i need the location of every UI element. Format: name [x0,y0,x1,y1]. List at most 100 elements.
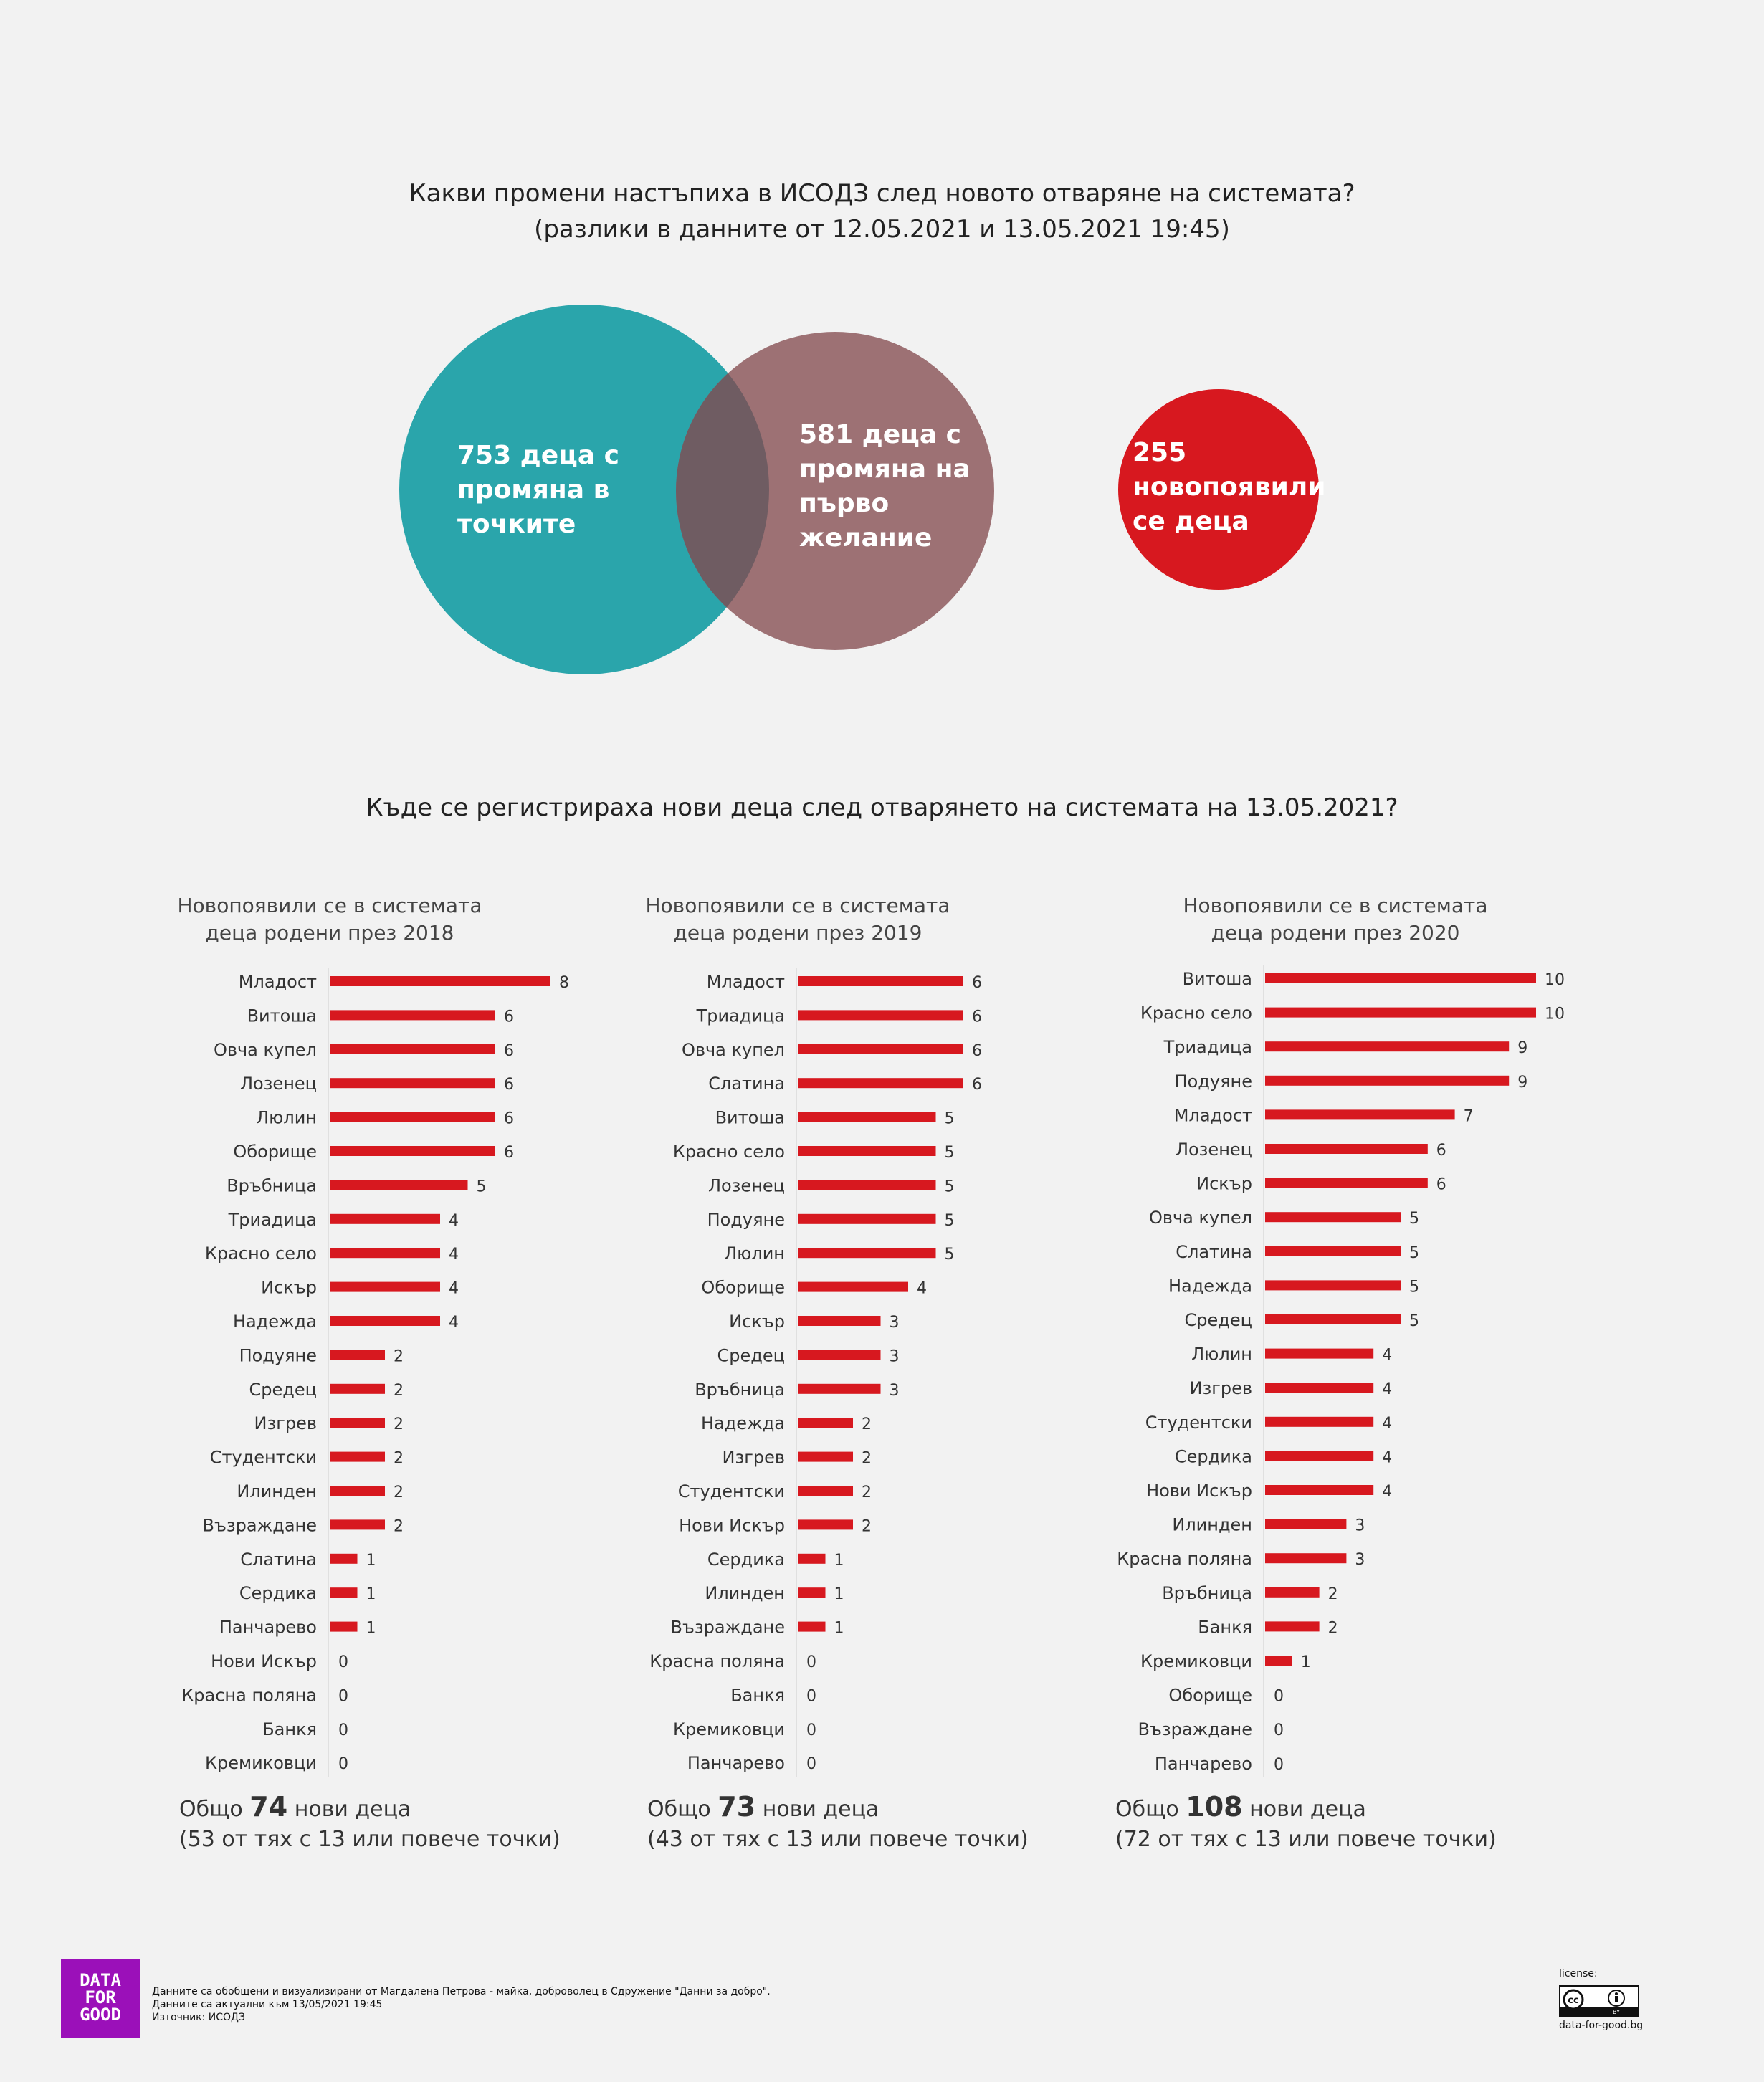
value-label: 1 [366,1620,376,1638]
value-label: 4 [449,1314,459,1332]
page-title: Какви промени настъпиха в ИСОДЗ след нов… [409,179,1355,208]
bar [798,1146,936,1156]
bar [798,1044,963,1054]
bar [1265,973,1536,983]
category-label: Лозенец [708,1175,785,1195]
venn-circle-points-label: 753 деца с промяна в точките [457,441,620,539]
chart-title-line2: деца родени през 2019 [673,921,922,945]
bar [330,1316,440,1326]
bar [1265,1383,1374,1393]
value-label: 6 [972,974,982,992]
value-label: 1 [366,1585,376,1603]
category-label: Илинден [1172,1515,1252,1535]
value-label: 6 [972,1076,982,1094]
category-label: Илинден [237,1481,317,1501]
value-label: 2 [862,1450,872,1468]
value-label: 10 [1545,1006,1565,1023]
category-label: Нови Искър [211,1651,317,1671]
bar [1265,1416,1374,1427]
bar [1265,1280,1401,1291]
value-label: 2 [1328,1585,1338,1603]
footer-credits: Данните са обобщени и визуализирани от М… [152,1986,771,2023]
svg-text:cc: cc [1568,1995,1578,2006]
category-label: Триадица [228,1210,317,1230]
bar [798,1350,881,1360]
value-label: 5 [945,1246,955,1264]
svg-text:BY: BY [1613,2009,1620,2015]
bar [1265,1178,1428,1188]
value-label: 2 [394,1347,404,1365]
bar [1265,1007,1536,1018]
bar [330,1621,358,1632]
category-label: Витоша [715,1108,785,1128]
bar [798,1486,853,1496]
bar [1265,1109,1455,1120]
value-label: 5 [945,1144,955,1162]
category-label: Сердика [1175,1446,1252,1466]
bar [798,1010,963,1021]
category-label: Триадица [1163,1037,1252,1057]
bar [798,1248,936,1259]
cc-icon [1563,1989,1584,2010]
category-label: Нови Искър [1146,1481,1252,1501]
bar [1265,1041,1510,1052]
value-label: 4 [1382,1347,1392,1365]
bar [1265,1314,1401,1324]
category-label: Надежда [701,1413,785,1433]
value-label: 4 [1382,1380,1392,1398]
category-label: Банкя [262,1719,317,1739]
category-label: Надежда [233,1312,317,1332]
value-label: 6 [504,1076,514,1094]
category-label: Подуяне [1175,1071,1252,1092]
bar [330,1418,385,1428]
bar [798,1112,936,1122]
value-label: 9 [1517,1039,1527,1057]
category-label: Младост [1174,1105,1252,1125]
value-label: 0 [338,1722,348,1739]
new-children-circle [1118,389,1319,590]
category-label: Искър [261,1278,317,1298]
bar [330,1010,495,1021]
value-label: 7 [1464,1107,1474,1125]
category-label: Овча купел [682,1040,785,1060]
cc-by-badge: cc BY [1559,1985,1639,2017]
bar [798,1281,908,1292]
category-label: Лозенец [240,1074,317,1094]
bar [1265,1212,1401,1223]
category-label: Панчарево [687,1753,785,1773]
category-label: Банкя [730,1685,785,1705]
bar [330,1486,385,1496]
value-label: 4 [449,1246,459,1264]
value-label: 6 [972,1008,982,1026]
value-label: 2 [862,1517,872,1535]
value-label: 1 [834,1552,844,1570]
bar [1265,1485,1374,1495]
bar [330,1281,440,1292]
value-label: 0 [1274,1722,1284,1739]
bar [330,1553,358,1564]
category-label: Красна поляна [181,1685,317,1705]
category-label: Илинден [705,1583,785,1603]
bar [330,1078,495,1089]
value-label: 1 [366,1552,376,1570]
chart-title-line1: Новопоявили се в системата [177,894,482,917]
value-label: 4 [1382,1448,1392,1466]
value-label: 6 [504,1008,514,1026]
value-label: 4 [449,1212,459,1230]
total-2019: Общо 73 нови деца (43 от тях с 13 или по… [647,1791,1029,1852]
value-label: 5 [1409,1278,1419,1296]
bar [798,1621,826,1632]
bar [1265,1587,1320,1598]
bar [1265,1451,1374,1461]
category-label: Връбница [695,1380,785,1400]
value-label: 3 [890,1382,900,1400]
bar [330,976,550,986]
site-url: data-for-good.bg [1559,2020,1644,2031]
bar [1265,1656,1292,1666]
category-label: Изгрев [723,1448,785,1468]
bar [1265,1246,1401,1256]
category-label: Нови Искър [679,1515,785,1535]
bar [798,1418,853,1428]
bar-chart-2019: Младост 6 Триадица 6 Овча купел 6 Слатина 6 Вито… [649,968,982,1777]
